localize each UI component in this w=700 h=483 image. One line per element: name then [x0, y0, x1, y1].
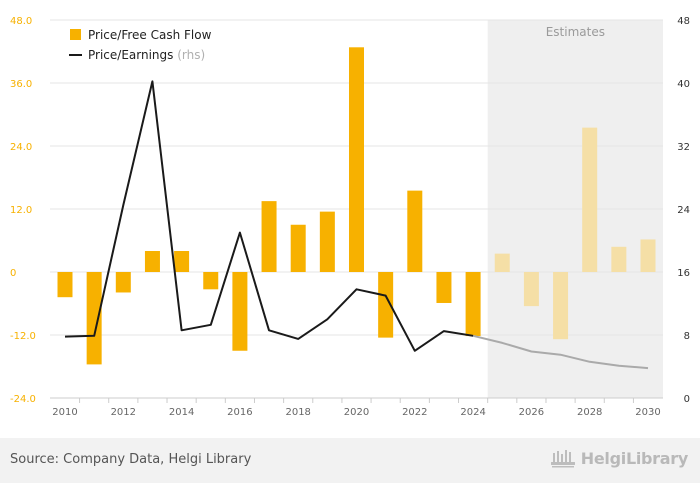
legend-label-pfcf: Price/Free Cash Flow — [88, 28, 212, 42]
right-axis-tick-label: 0 — [684, 394, 690, 405]
right-axis-tick-label: 8 — [684, 331, 690, 342]
x-tick-label: 2018 — [285, 407, 310, 418]
library-icon — [550, 450, 575, 468]
bar-2029 — [611, 246, 627, 272]
bar-2017 — [261, 201, 277, 272]
left-axis-tick-label: -24.0 — [10, 394, 36, 405]
bar-2018 — [290, 224, 306, 272]
bar-2014 — [174, 251, 190, 272]
legend-swatch-pfcf — [70, 29, 81, 40]
source-note: Source: Company Data, Helgi Library — [10, 452, 252, 467]
right-axis-tick-label: 24 — [677, 205, 690, 216]
legend-label-pe: Price/Earnings (rhs) — [88, 48, 205, 62]
bar-2016 — [232, 272, 248, 351]
x-tick-label: 2014 — [169, 407, 194, 418]
bar-layer — [57, 47, 656, 365]
left-axis-tick-label: 24.0 — [10, 142, 32, 153]
bar-2019 — [319, 211, 335, 272]
bar-2015 — [203, 272, 219, 290]
x-tick-label: 2022 — [402, 407, 427, 418]
brand-logo: HelgiLibrary — [550, 448, 688, 468]
left-axis-tick-label: 36.0 — [10, 79, 32, 90]
x-tick-label: 2010 — [52, 407, 77, 418]
bar-2027 — [553, 272, 569, 340]
bar-2030 — [640, 239, 656, 272]
left-axis-tick-label: 48.0 — [10, 16, 32, 27]
right-axis-tick-label: 16 — [677, 268, 690, 279]
bar-2013 — [144, 251, 160, 272]
right-axis-tick-label: 40 — [677, 79, 690, 90]
x-tick-label: 2016 — [227, 407, 252, 418]
bar-2011 — [86, 272, 102, 365]
legend-rhs-suffix: (rhs) — [177, 48, 205, 62]
bar-2010 — [57, 272, 73, 298]
right-axis-tick-label: 32 — [677, 142, 690, 153]
bar-2023 — [436, 272, 452, 303]
brand-name: HelgiLibrary — [580, 448, 689, 468]
pe-line-actual — [64, 80, 474, 352]
left-axis-tick-label: 12.0 — [10, 205, 32, 216]
x-tick-label: 2028 — [577, 407, 602, 418]
x-tick-label: 2026 — [519, 407, 544, 418]
x-tick-label: 2030 — [635, 407, 660, 418]
axis-layer: -24.0 -12.0 0 12.0 24.0 36.0 48.0 0 8 16 24 32 40 48 2… — [10, 16, 690, 418]
bar-2021 — [378, 272, 394, 338]
right-axis-tick-label: 48 — [677, 16, 690, 27]
x-tick-label: 2024 — [460, 407, 485, 418]
bar-2025 — [494, 253, 510, 272]
x-tick-label: 2020 — [344, 407, 369, 418]
bar-2020 — [349, 47, 364, 272]
pe-line-estimate — [472, 334, 649, 370]
x-tick-label: 2012 — [111, 407, 136, 418]
legend: Price/Free Cash Flow Price/Earnings (rhs) — [69, 28, 212, 62]
bar-2024 — [465, 272, 481, 337]
left-axis-tick-label: -12.0 — [10, 331, 36, 342]
footer: Source: Company Data, Helgi Library Helg… — [0, 438, 700, 483]
bar-2012 — [115, 272, 131, 293]
line-layer — [64, 80, 649, 370]
bar-2026 — [523, 272, 539, 307]
estimates-label: Estimates — [546, 25, 605, 39]
chart-svg: Estimates -24.0 -12.0 0 12.0 24.0 36.0 48.0 0 8 1… — [10, 16, 690, 418]
bar-2028 — [582, 127, 598, 272]
left-axis-tick-label: 0 — [10, 268, 16, 279]
bar-2022 — [407, 190, 423, 272]
